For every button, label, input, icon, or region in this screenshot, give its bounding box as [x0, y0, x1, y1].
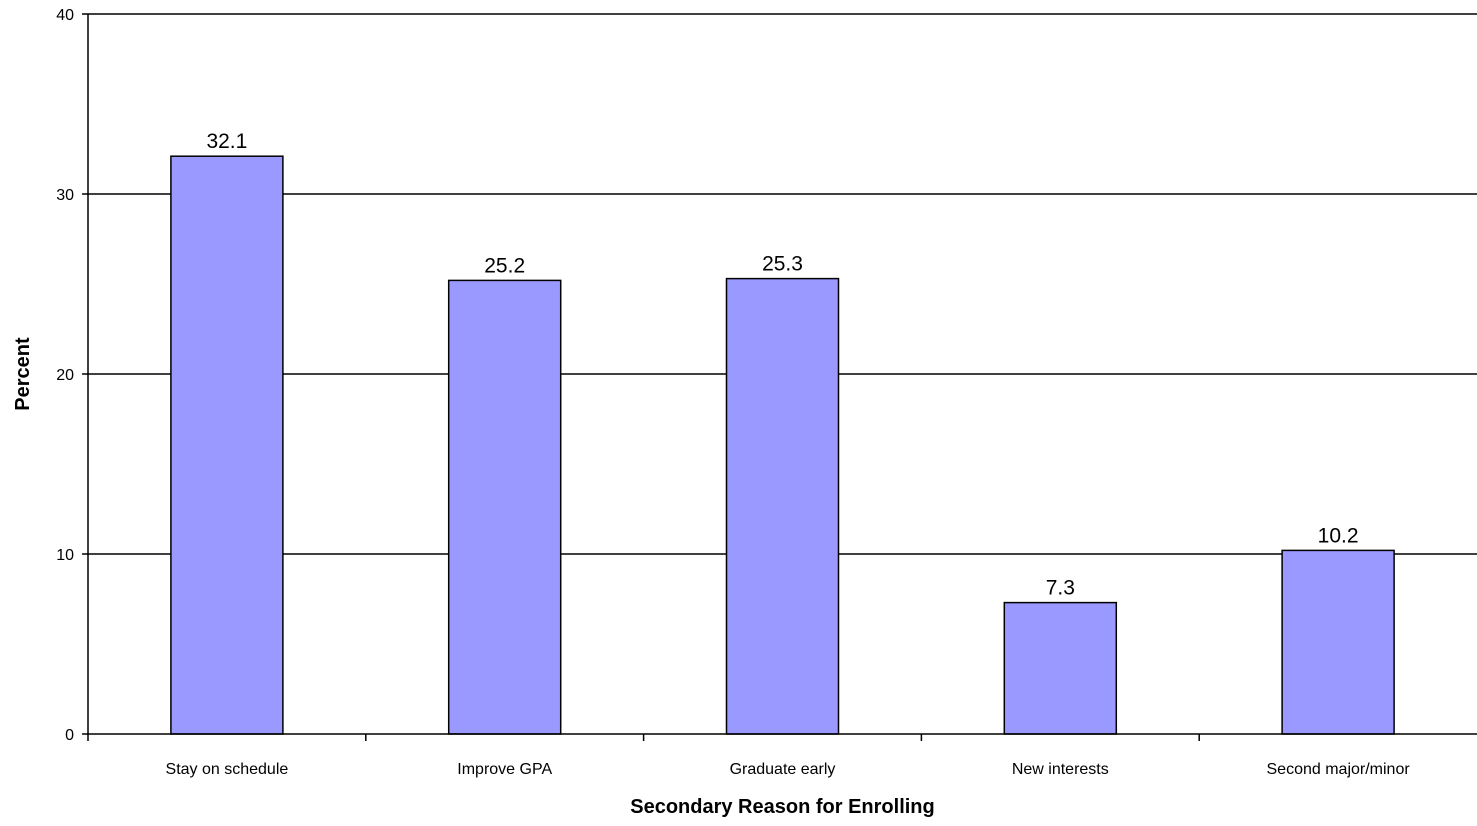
y-tick-label: 10 — [56, 547, 74, 564]
y-tick-label: 0 — [65, 727, 74, 744]
data-label: 25.3 — [762, 253, 803, 276]
x-tick-label: Improve GPA — [457, 761, 552, 778]
x-axis-title: Secondary Reason for Enrolling — [630, 796, 935, 818]
y-axis-title: Percent — [12, 337, 34, 411]
data-label: 10.2 — [1318, 524, 1359, 547]
bar — [727, 279, 839, 734]
x-tick-label: New interests — [1012, 761, 1109, 778]
y-tick-label: 40 — [56, 7, 74, 24]
bar — [171, 156, 283, 734]
bars — [171, 156, 1394, 734]
y-tick-label: 20 — [56, 367, 74, 384]
x-tick-label: Second major/minor — [1267, 761, 1411, 778]
y-tick-label: 30 — [56, 187, 74, 204]
x-tick-label: Stay on schedule — [166, 761, 289, 778]
bar — [1004, 603, 1116, 734]
x-tick-label: Graduate early — [730, 761, 836, 778]
data-label: 7.3 — [1046, 577, 1075, 600]
bar — [1282, 550, 1394, 734]
bar — [449, 280, 561, 734]
data-label: 32.1 — [206, 130, 247, 153]
data-label: 25.2 — [484, 254, 525, 277]
